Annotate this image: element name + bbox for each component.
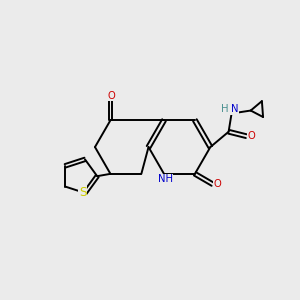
Text: H: H: [221, 104, 229, 114]
Text: NH: NH: [158, 174, 173, 184]
Text: O: O: [248, 130, 256, 141]
Text: S: S: [79, 186, 86, 199]
Text: O: O: [107, 91, 115, 101]
Text: N: N: [231, 104, 238, 114]
Text: O: O: [214, 178, 222, 188]
